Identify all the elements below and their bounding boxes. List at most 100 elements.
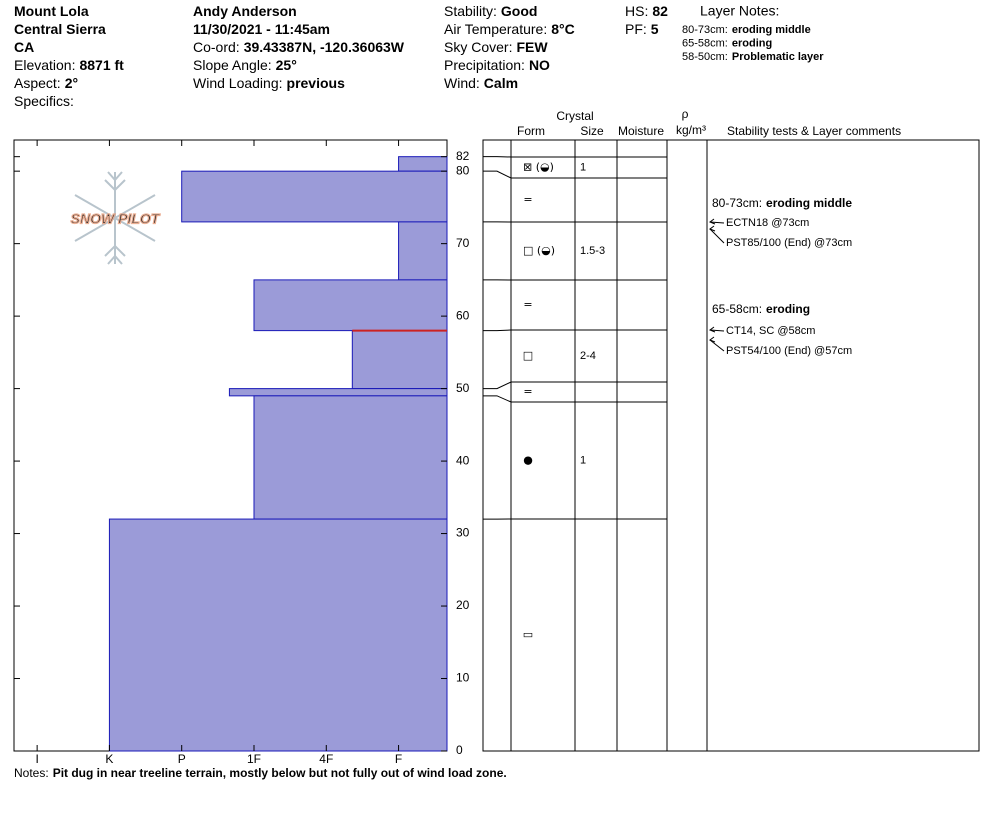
header-field-value: CA	[14, 39, 34, 55]
layer-comment-value: eroding	[766, 302, 810, 316]
stability-test: CT14, SC @58cm	[726, 325, 815, 337]
boundary-connector	[483, 381, 667, 390]
boundary-connector	[483, 329, 667, 332]
header-field: Stability: Good	[444, 3, 537, 19]
crystal-form: =	[523, 193, 532, 206]
test-arrowhead	[708, 218, 716, 225]
header-field: Central Sierra	[14, 21, 106, 37]
header-field: Co-ord: 39.43387N, -120.36063W	[193, 39, 405, 55]
layer-note-value: eroding	[732, 37, 772, 49]
layer-comment: 80-73cm: eroding middle	[712, 196, 852, 210]
header-field-label: Slope Angle:	[193, 57, 272, 73]
column-header: Crystal	[556, 109, 593, 123]
crystal-size: 1	[580, 161, 586, 173]
test-arrowhead	[708, 225, 716, 232]
crystal-form: □	[523, 349, 533, 362]
test-arrow	[709, 329, 725, 332]
boundary-connector	[483, 170, 667, 179]
header-field-value: Good	[501, 3, 538, 19]
crystal-size: 2-4	[580, 350, 596, 362]
header-field-label: Aspect:	[14, 75, 61, 91]
header-field: Mount Lola	[14, 3, 89, 19]
header-field-label: HS:	[625, 3, 648, 19]
header-field-value: previous	[287, 75, 346, 91]
header-field-value: Andy Anderson	[193, 3, 297, 19]
header-field: Sky Cover: FEW	[444, 39, 548, 55]
y-tick-label: 50	[456, 381, 470, 395]
layer-note-label: 80-73cm:	[682, 24, 728, 36]
layer-note: 65-58cm: eroding	[682, 37, 772, 49]
header-field-label: Elevation:	[14, 57, 75, 73]
column-header: ρ	[682, 107, 689, 121]
layer-table-frame	[482, 139, 980, 752]
stability-test: PST54/100 (End) @57cm	[726, 345, 852, 357]
layer-note-label: 58-50cm:	[682, 51, 728, 63]
test-arrow	[709, 339, 725, 352]
layer-note-value: eroding middle	[732, 24, 811, 36]
crystal-form: □ (◒)	[523, 244, 555, 257]
x-tick-label: 1F	[247, 752, 261, 766]
header-field: Wind Loading: previous	[193, 75, 345, 91]
layer-comment-label: 65-58cm:	[712, 302, 762, 316]
hardness-bar	[398, 156, 448, 172]
layer-note-value: Problematic layer	[732, 51, 824, 63]
header-field-label: Wind:	[444, 75, 480, 91]
header-field-value: 82	[652, 3, 668, 19]
notes-value: Pit dug in near treeline terrain, mostly…	[53, 766, 507, 780]
header-field-label: Precipitation:	[444, 57, 525, 73]
layer-comment-label: 80-73cm:	[712, 196, 762, 210]
header-field-value: NO	[529, 57, 550, 73]
column-header: Stability tests & Layer comments	[727, 124, 901, 138]
crystal-form: =	[523, 298, 532, 311]
y-tick-label: 70	[456, 236, 470, 250]
header-field: Wind: Calm	[444, 75, 518, 91]
header-field-value: Mount Lola	[14, 3, 89, 19]
y-tick-label: 60	[456, 308, 470, 322]
y-tick-label: 20	[456, 598, 470, 612]
crystal-form: ⊠ (◒)	[523, 161, 554, 174]
hardness-bar	[398, 221, 448, 281]
x-tick-label: K	[105, 752, 113, 766]
x-tick-label: 4F	[319, 752, 333, 766]
stability-test: ECTN18 @73cm	[726, 217, 809, 229]
hardness-bar	[253, 279, 448, 332]
layer-notes-title: Layer Notes:	[700, 3, 779, 19]
header-field-label: Sky Cover:	[444, 39, 512, 55]
header-field-value: Calm	[484, 75, 518, 91]
header-field: PF: 5	[625, 21, 659, 37]
header-field: 11/30/2021 - 11:45am	[193, 21, 330, 37]
test-arrow	[709, 221, 725, 224]
header-field-value: 2°	[65, 75, 78, 91]
notes-label: Notes:	[14, 766, 49, 780]
header-field-value: 8°C	[551, 21, 575, 37]
x-tick-label: F	[395, 752, 402, 766]
header-field-value: 5	[651, 21, 659, 37]
header-field-value: 8871 ft	[79, 57, 124, 73]
layer-note-label: 65-58cm:	[682, 37, 728, 49]
header-field: Andy Anderson	[193, 3, 297, 19]
test-arrow	[709, 228, 725, 244]
crystal-form: =	[523, 385, 532, 398]
y-tick-label: 0	[456, 743, 463, 757]
column-header: Form	[517, 124, 545, 138]
hardness-bar	[228, 388, 448, 397]
y-tick-label: 82	[456, 149, 470, 163]
header-field: Elevation: 8871 ft	[14, 57, 124, 73]
header-field: Specifics:	[14, 93, 74, 109]
header-field: CA	[14, 39, 34, 55]
y-tick-label: 80	[456, 163, 470, 177]
header-field: Aspect: 2°	[14, 75, 78, 91]
y-tick-label: 10	[456, 671, 470, 685]
header-field-label: PF:	[625, 21, 647, 37]
header-field: Slope Angle: 25°	[193, 57, 297, 73]
column-header: kg/m³	[676, 123, 706, 137]
hardness-bar	[253, 395, 448, 520]
header-field-label: Wind Loading:	[193, 75, 283, 91]
header-field-value: Central Sierra	[14, 21, 106, 37]
test-arrowhead	[708, 336, 716, 343]
column-header: Moisture	[618, 124, 664, 138]
boundary-connector	[483, 395, 667, 403]
stability-test: PST85/100 (End) @73cm	[726, 237, 852, 249]
hardness-bar	[181, 170, 448, 223]
